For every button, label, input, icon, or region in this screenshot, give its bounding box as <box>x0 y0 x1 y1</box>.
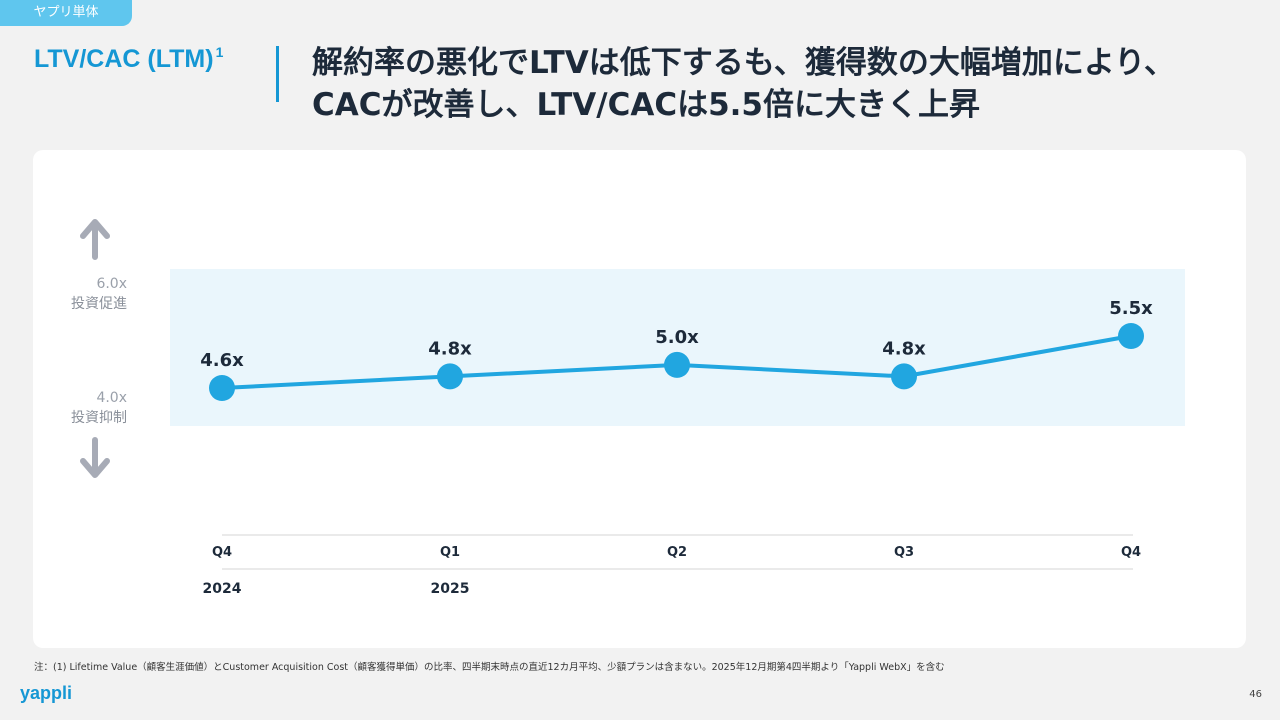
x-tick-label: Q3 <box>894 545 914 560</box>
data-label: 5.5x <box>1109 298 1153 319</box>
footnote-mark: 1 <box>215 44 224 60</box>
data-point <box>664 351 690 378</box>
page-number: 46 <box>1249 689 1262 700</box>
headline-line-2: CACが改善し、LTV/CACは5.5倍に大きく上昇 <box>312 87 980 123</box>
arrow-up-icon <box>80 219 110 260</box>
band-low-label: 投資抑制 <box>71 410 127 426</box>
arrow-down-icon <box>80 437 110 478</box>
x-tick-label: Q2 <box>667 545 687 560</box>
section-title-text: LTV/CAC (LTM) <box>34 45 214 73</box>
band-high-label: 投資促進 <box>71 296 127 312</box>
segment-tag: ヤプリ単体 <box>0 0 132 26</box>
year-label: 2025 <box>431 581 470 597</box>
data-label: 4.8x <box>882 338 926 359</box>
data-point <box>891 363 917 390</box>
band-high-value: 6.0x <box>96 276 127 292</box>
target-band <box>170 269 1185 426</box>
data-point <box>437 363 463 390</box>
yappli-logo: yappli <box>20 683 73 703</box>
data-label: 4.8x <box>428 338 472 359</box>
data-label: 5.0x <box>655 327 699 348</box>
data-label: 4.6x <box>200 350 244 371</box>
section-title: LTV/CAC (LTM) 1 <box>34 44 223 74</box>
year-label: 2024 <box>203 581 242 597</box>
data-point <box>1118 323 1144 349</box>
x-tick-label: Q4 <box>212 545 232 560</box>
band-low-value: 4.0x <box>96 390 127 406</box>
data-point <box>209 375 235 401</box>
headline: 解約率の悪化でLTVは低下するも、獲得数の大幅増加により、 CACが改善し、LT… <box>312 42 1175 126</box>
x-tick-label: Q1 <box>440 545 460 560</box>
footnote: 注：(1) Lifetime Value（顧客生涯価値）とCustomer Ac… <box>34 662 945 673</box>
title-divider <box>276 46 279 102</box>
x-tick-label: Q4 <box>1121 545 1141 560</box>
headline-line-1: 解約率の悪化でLTVは低下するも、獲得数の大幅増加により、 <box>312 45 1175 81</box>
